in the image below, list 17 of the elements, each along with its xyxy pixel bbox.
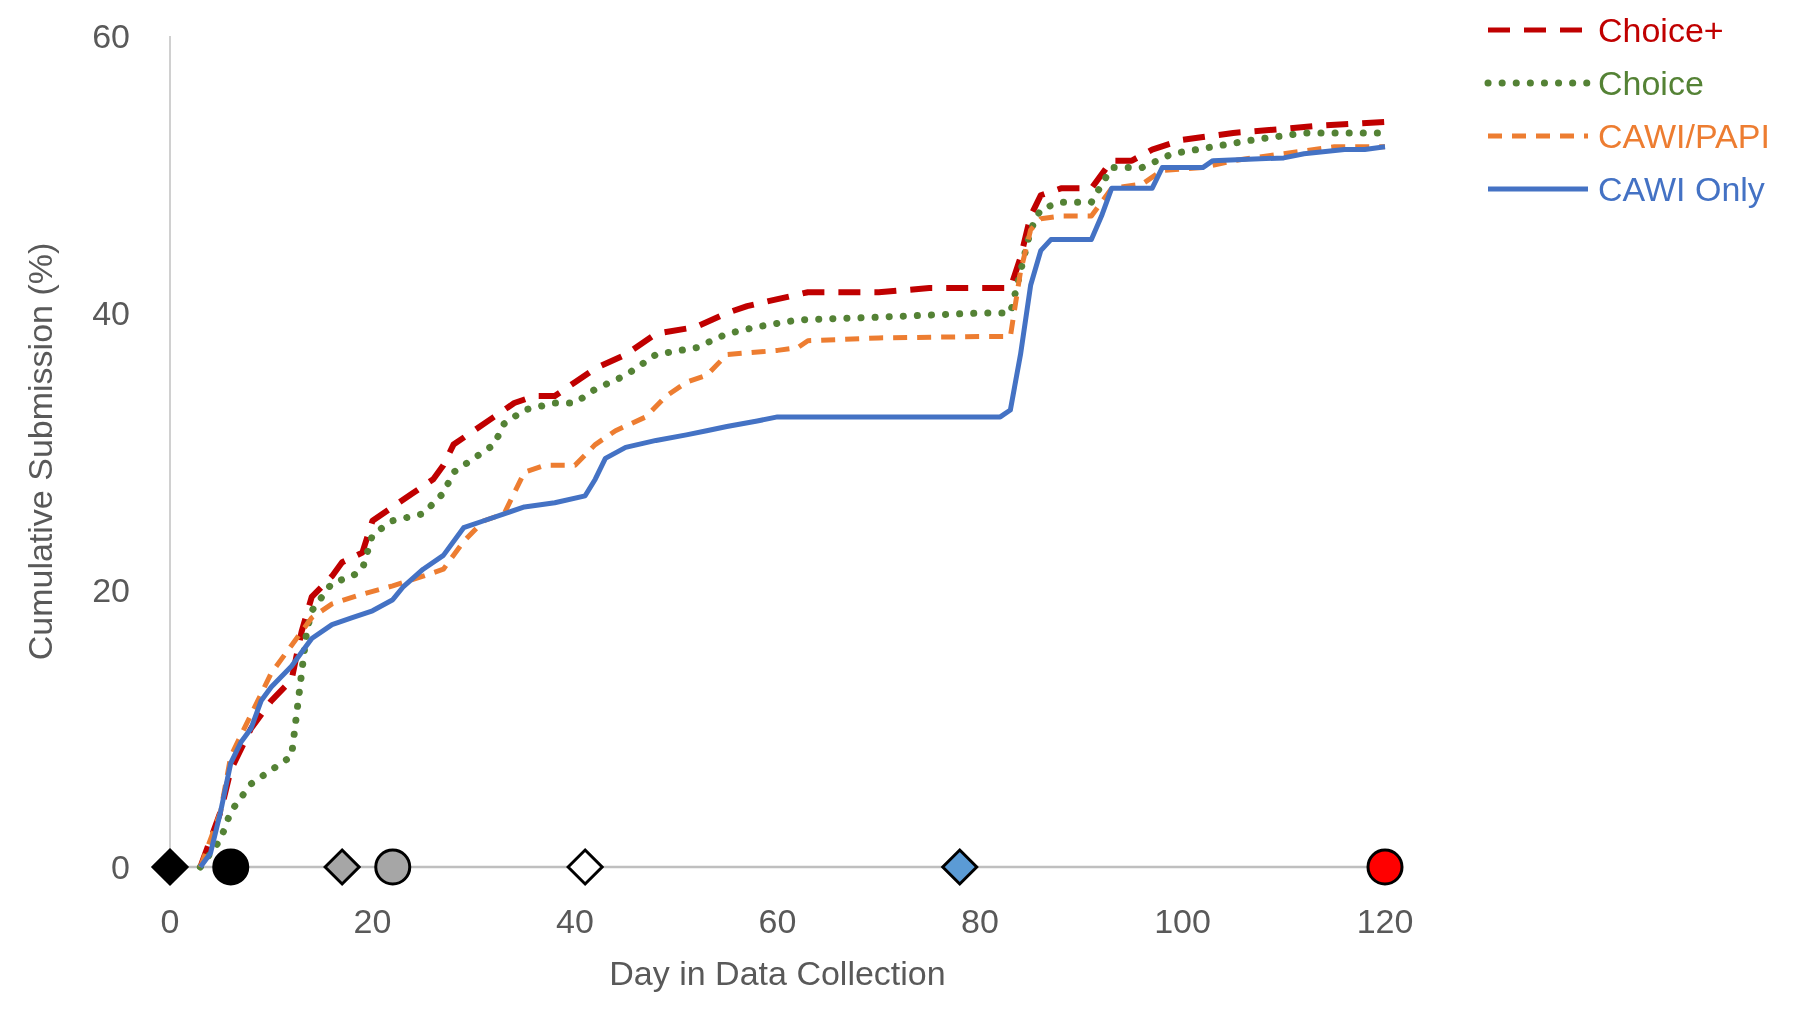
y-tick-label: 60	[92, 16, 130, 55]
x-tick-label: 120	[1356, 902, 1414, 940]
legend-label: CAWI/PAPI	[1598, 116, 1770, 155]
x-tick-label: 20	[353, 902, 392, 940]
legend-label: Choice+	[1598, 10, 1724, 49]
x-axis-title: Day in Data Collection	[609, 954, 946, 992]
legend-label: Choice	[1598, 63, 1704, 102]
x-tick-label: 60	[758, 902, 797, 940]
y-tick-label: 20	[92, 570, 130, 609]
x-tick-label: 40	[556, 902, 594, 940]
x-tick-label: 0	[160, 902, 180, 940]
legend-label: CAWI Only	[1598, 169, 1765, 208]
x-tick-label: 80	[961, 902, 999, 940]
y-axis-title: Cumulative Submission (%)	[21, 242, 59, 661]
x-tick-label: 100	[1154, 902, 1211, 940]
y-tick-label: 0	[111, 847, 130, 886]
y-tick-label: 40	[92, 293, 130, 332]
